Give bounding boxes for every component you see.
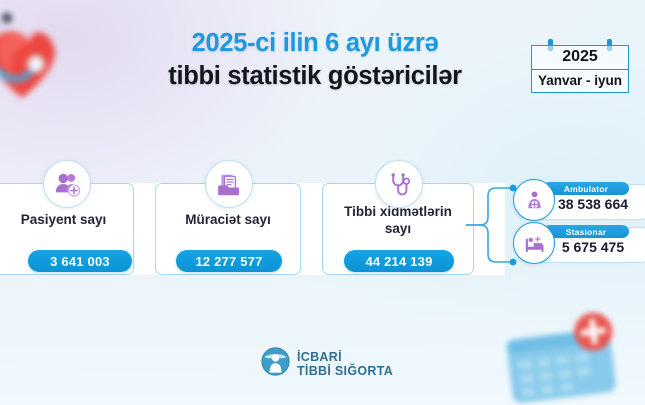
date-badge-range: Yanvar - iyun: [531, 69, 629, 93]
title-line-1: 2025-ci ilin 6 ayı üzrə: [191, 29, 439, 57]
folder-documents-icon: [205, 160, 253, 208]
heart-stethoscope-icon: [0, 8, 98, 116]
logo-emblem-icon: [261, 347, 290, 381]
branch-value-ambulator: 38 538 664: [557, 196, 629, 212]
background-wash-bottom: [0, 255, 645, 405]
card-label-muraciet: Müraciət sayı: [185, 212, 271, 227]
patients-icon: [43, 160, 91, 208]
date-range-badge: 2025 Yanvar - iyun: [531, 39, 629, 93]
branch-tag-ambulator: Ambulator: [543, 182, 629, 195]
stethoscope-icon: [375, 160, 423, 208]
date-badge-year: 2025: [531, 45, 629, 69]
logo-text: İCBARİ TİBBİ SIĞORTA: [297, 350, 393, 378]
logo-line-2: TİBBİ SIĞORTA: [297, 364, 394, 378]
outpatient-icon: [513, 179, 555, 221]
title-line-2: tibbi statistik göstəricilər: [168, 61, 462, 90]
brand-logo: İCBARİ TİBBİ SIĞORTA: [261, 347, 393, 381]
metric-value-pasiyent: 3 641 003: [28, 250, 132, 272]
hospital-bed-icon: [513, 222, 555, 264]
calendar-plus-icon: [493, 312, 643, 405]
metric-value-tibbi-xidmet: 44 214 139: [344, 250, 454, 272]
page-title: 2025-ci ilin 6 ayı üzrə tibbi statistik …: [110, 29, 520, 90]
branch-value-stasionar: 5 675 475: [561, 239, 625, 255]
metric-value-muraciet: 12 277 577: [176, 250, 282, 272]
logo-line-1: İCBARİ: [297, 350, 342, 364]
card-label-tibbi-xidmet: Tibbi xidmətlərin sayı: [344, 204, 452, 236]
branch-tag-stasionar: Stasionar: [543, 225, 629, 238]
card-label-pasiyent: Pasiyent sayı: [20, 212, 107, 227]
